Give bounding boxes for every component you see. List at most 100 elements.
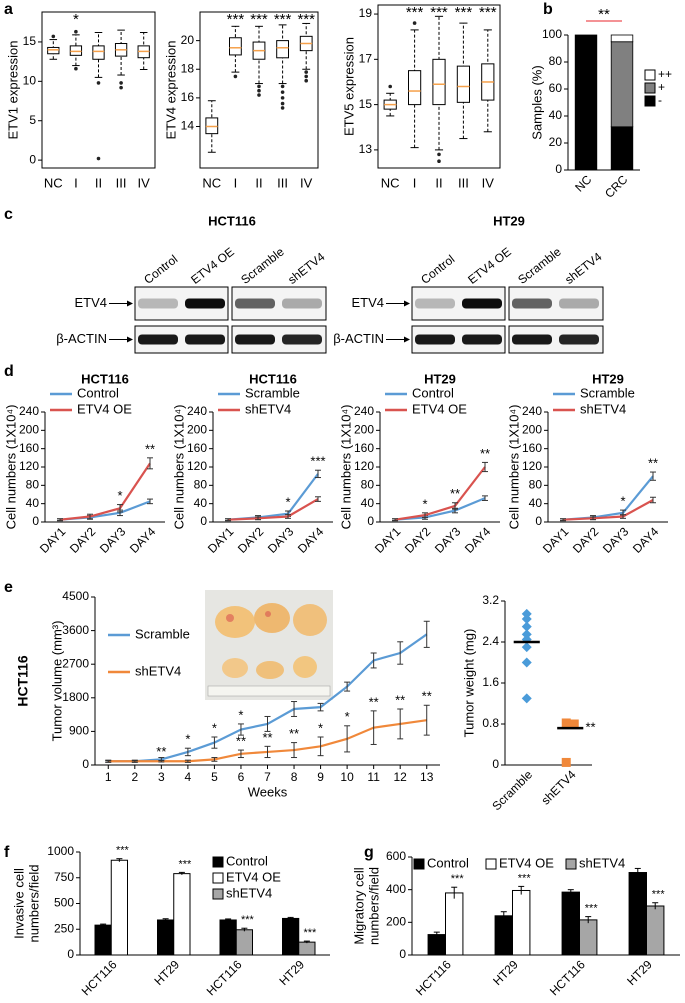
blot-title: HCT116	[208, 213, 256, 228]
bar	[173, 873, 191, 956]
blot-band	[512, 298, 552, 309]
tumor	[254, 603, 290, 633]
legend-label: Control	[427, 855, 469, 870]
y-tick-label: 0	[492, 757, 499, 771]
y-tick-label: 160	[187, 441, 207, 455]
y-tick-label: 13	[359, 142, 373, 156]
y-tick-label: 40	[194, 496, 208, 510]
y-tick-label: 18	[181, 61, 195, 75]
panel-label: e	[4, 579, 13, 596]
point	[521, 621, 532, 632]
legend-label: Scramble	[245, 385, 300, 400]
outlier	[51, 34, 56, 39]
line	[227, 498, 319, 521]
x-tick-label: NC	[572, 172, 594, 194]
box	[69, 45, 83, 56]
y-tick-label: 240	[522, 404, 542, 418]
x-tick-label: 8	[291, 770, 298, 784]
y-tick-label: 16	[181, 90, 195, 104]
y-tick-label: 14	[181, 119, 195, 133]
significance: ***	[406, 4, 424, 21]
legend-swatch	[212, 872, 224, 884]
y-tick-label: 160	[354, 441, 374, 455]
x-tick-label: DAY2	[570, 524, 602, 556]
x-tick-label: III	[458, 175, 469, 190]
significance: **	[648, 455, 658, 470]
x-tick-label: 3	[158, 770, 165, 784]
x-tick-label: shETV4	[539, 767, 579, 807]
x-tick-label: HT29	[151, 957, 182, 988]
blot-band	[138, 334, 178, 345]
point	[521, 642, 532, 653]
legend-swatch	[644, 82, 656, 94]
y-axis-label: Invasive cell	[11, 868, 26, 939]
legend-label: shETV4	[226, 885, 272, 900]
box	[432, 58, 446, 106]
lane-label: Scramble	[515, 244, 564, 286]
bar	[110, 859, 128, 956]
blot-title: HT29	[493, 213, 525, 228]
significance: *	[620, 494, 625, 509]
x-tick-label: III	[277, 175, 288, 190]
x-tick-label: IV	[138, 175, 151, 190]
legend-swatch	[212, 856, 224, 868]
y-axis-label: Migratory cell	[351, 867, 366, 944]
x-tick-label: DAY3	[265, 524, 297, 556]
significance: ***	[455, 4, 473, 21]
legend-label: +	[658, 80, 665, 94]
x-tick-label: HCT116	[413, 957, 454, 998]
blot-band	[235, 334, 275, 345]
line	[562, 475, 654, 521]
y-tick-label: 0.8	[482, 716, 499, 730]
significance: *	[117, 488, 122, 503]
legend-swatch	[212, 888, 224, 900]
x-axis-label: Weeks	[248, 784, 288, 799]
significance: **	[156, 744, 166, 759]
bar	[579, 919, 598, 956]
legend-swatch	[485, 858, 497, 870]
bar	[219, 919, 237, 956]
x-tick-label: NC	[381, 175, 400, 190]
x-tick-label: 11	[367, 770, 380, 784]
lane-label: Control	[141, 252, 180, 287]
outlier	[280, 96, 285, 100]
outlier	[280, 106, 285, 110]
outlier	[96, 81, 101, 85]
bar	[427, 934, 446, 956]
x-tick-label: 4	[185, 770, 192, 784]
blot-band	[138, 298, 178, 309]
x-tick-label: 5	[211, 770, 218, 784]
y-tick-label: 20	[181, 33, 195, 47]
lane-label: shETV4	[285, 249, 328, 287]
y-tick-label: 80	[194, 478, 208, 492]
x-tick-label: II	[435, 175, 442, 190]
y-tick-label: 500	[54, 896, 74, 910]
lane-label: ETV4 OE	[188, 245, 237, 287]
chart-title: HCT116	[249, 371, 297, 386]
lane-label: ETV4 OE	[465, 245, 514, 287]
y-axis-label: numbers/field	[366, 867, 381, 945]
y-tick-label: 200	[522, 423, 542, 437]
y-tick-label: 80	[529, 478, 543, 492]
legend-swatch	[644, 69, 656, 81]
x-tick-label: I	[413, 175, 417, 190]
y-tick-label: 0	[29, 152, 36, 166]
outlier	[74, 29, 78, 34]
point	[521, 608, 532, 619]
legend-swatch	[413, 858, 425, 870]
blot-band	[282, 334, 322, 345]
y-tick-label: 2.4	[482, 634, 499, 648]
row-arrowhead	[127, 336, 133, 343]
blot-band	[415, 334, 455, 345]
y-tick-label: 120	[522, 459, 542, 473]
legend-label: Scramble	[580, 385, 635, 400]
panel-label: f	[4, 844, 10, 861]
bar-segment	[574, 34, 598, 171]
x-tick-label: HCT116	[79, 957, 120, 998]
plot-frame	[199, 11, 319, 169]
tumor	[215, 606, 255, 638]
plot-frame	[41, 11, 156, 169]
point	[561, 757, 571, 767]
x-tick-label: 7	[264, 770, 271, 784]
x-tick-label: DAY1	[205, 524, 237, 556]
